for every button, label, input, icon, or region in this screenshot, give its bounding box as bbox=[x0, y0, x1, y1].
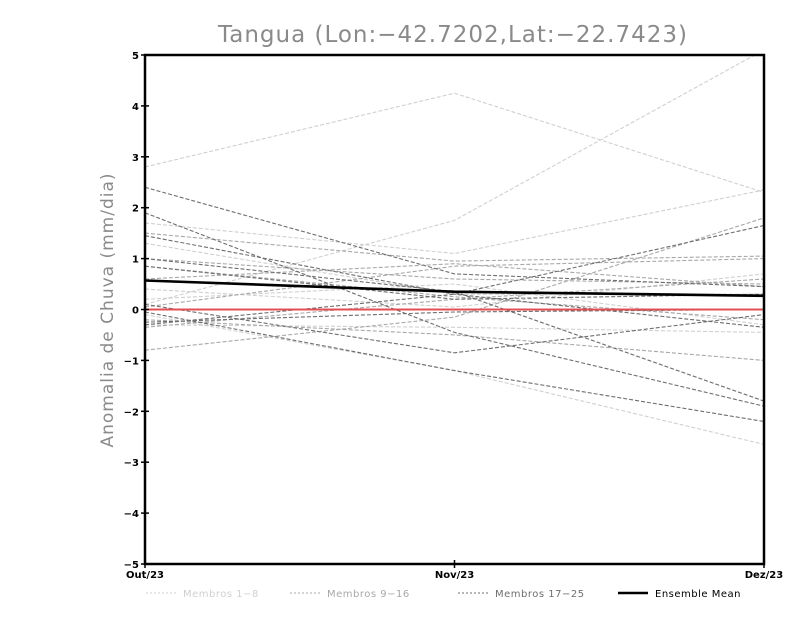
member-line-m18 bbox=[145, 212, 764, 407]
member-line-m12 bbox=[145, 319, 764, 361]
ensemble-mean-line bbox=[145, 279, 764, 298]
y-tick-label: 2 bbox=[132, 204, 139, 215]
member-line-m1 bbox=[145, 92, 764, 193]
legend-label-mean: Ensemble Mean bbox=[655, 589, 741, 600]
member-line-m23 bbox=[145, 224, 764, 326]
y-axis-ticks: −5 −4 −3 −2 −1 0 1 2 3 4 5 bbox=[124, 51, 149, 571]
member-line-m24 bbox=[145, 303, 764, 354]
x-tick-label: Dez/23 bbox=[745, 570, 784, 581]
legend: Membros 1−8 Membros 9−16 Membros 17−25 Ense… bbox=[146, 589, 741, 600]
y-tick-label: 0 bbox=[132, 306, 139, 317]
member-line-m21 bbox=[145, 265, 764, 300]
y-tick-label: 4 bbox=[132, 102, 139, 113]
y-axis-label: Anomalia de Chuva (mm/dia) bbox=[98, 172, 118, 447]
member-line-m13 bbox=[145, 258, 764, 308]
legend-label-9-16: Membros 9−16 bbox=[327, 589, 410, 600]
member-line-m4 bbox=[145, 283, 764, 326]
member-line-m11 bbox=[145, 217, 764, 351]
member-line-m16 bbox=[145, 263, 764, 288]
y-tick-label: −4 bbox=[124, 509, 139, 520]
y-tick-label: 3 bbox=[132, 153, 139, 164]
y-tick-label: 1 bbox=[132, 255, 139, 266]
member-line-m9 bbox=[145, 232, 764, 262]
series-layer bbox=[145, 55, 764, 445]
y-tick-label: −3 bbox=[124, 458, 139, 469]
member-line-m3 bbox=[145, 189, 764, 255]
y-tick-label: −5 bbox=[124, 560, 139, 571]
y-tick-label: −2 bbox=[124, 407, 139, 418]
x-axis-ticks: Out/23 Nov/23 Dez/23 bbox=[126, 560, 783, 581]
mean-layer bbox=[145, 279, 764, 298]
member-line-m22 bbox=[145, 311, 764, 423]
chart-title: Tangua (Lon:−42.7202,Lat:−22.7423) bbox=[217, 22, 688, 48]
member-line-m15 bbox=[145, 278, 764, 328]
member-line-m14 bbox=[145, 265, 764, 321]
y-tick-label: 5 bbox=[132, 51, 139, 62]
member-line-m6 bbox=[145, 324, 764, 333]
y-tick-label: −1 bbox=[124, 356, 139, 367]
member-line-m20 bbox=[145, 258, 764, 402]
member-line-m17 bbox=[145, 186, 764, 288]
member-line-m10 bbox=[145, 258, 764, 285]
legend-label-1-8: Membros 1−8 bbox=[183, 589, 259, 600]
legend-label-17-25: Membros 17−25 bbox=[495, 589, 585, 600]
member-line-m7 bbox=[145, 273, 764, 308]
member-line-m2 bbox=[145, 55, 756, 305]
member-line-m19 bbox=[145, 235, 764, 328]
x-tick-label: Out/23 bbox=[126, 570, 164, 581]
x-tick-label: Nov/23 bbox=[435, 570, 474, 581]
